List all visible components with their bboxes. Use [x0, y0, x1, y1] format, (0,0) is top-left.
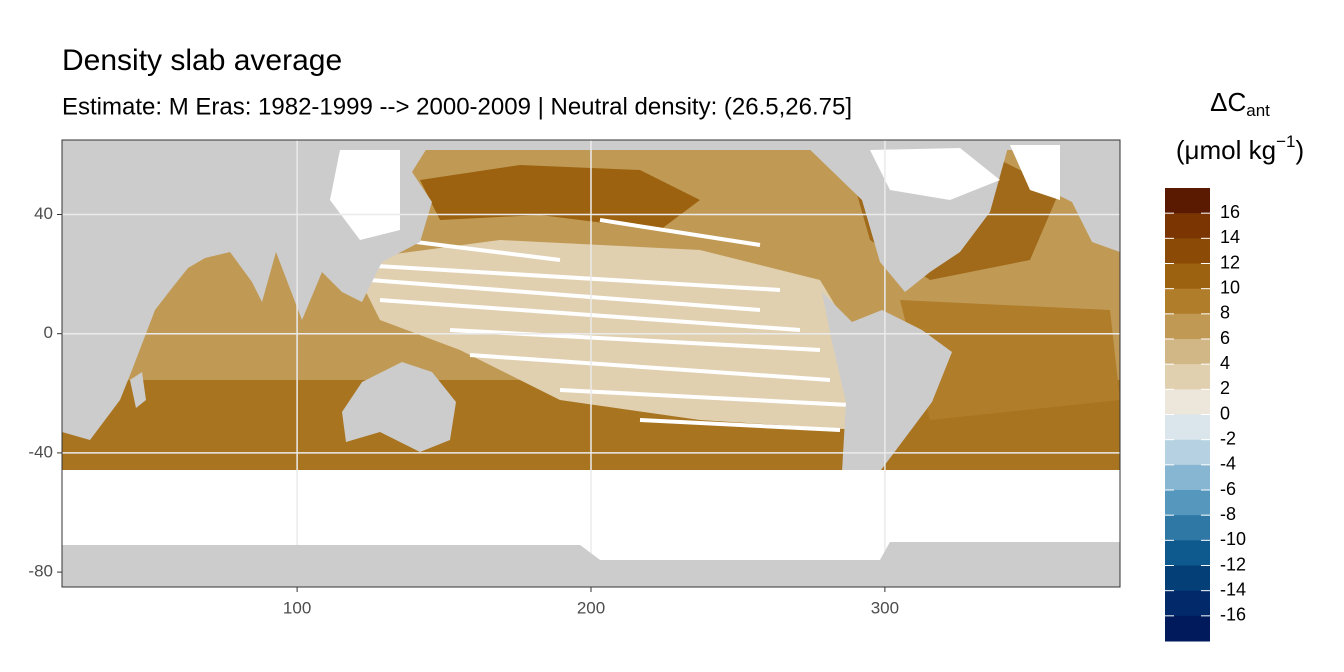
legend-label: -16 [1220, 605, 1246, 625]
legend-label: -2 [1220, 428, 1236, 448]
x-tick-label: 200 [577, 598, 605, 617]
legend-swatch [1165, 590, 1210, 617]
legend-label: 8 [1220, 303, 1230, 323]
chart-title: Density slab average [62, 44, 342, 77]
legend-label: -14 [1220, 579, 1246, 599]
legend-swatch [1165, 540, 1210, 566]
y-tick-label: -80 [28, 562, 53, 581]
legend-label: -8 [1220, 504, 1236, 524]
legend-unit: (μmol kg−1) [1176, 132, 1304, 164]
map [61, 139, 1121, 588]
legend-label: -6 [1220, 479, 1236, 499]
legend-label: 14 [1220, 227, 1240, 247]
y-tick-label: -40 [28, 442, 53, 461]
legend-unit-main: (μmol kg [1176, 135, 1276, 165]
legend-label: 4 [1220, 353, 1230, 373]
legend-title-main: ΔC [1210, 87, 1246, 117]
ocean-field [900, 300, 1120, 420]
legend-label: -10 [1220, 529, 1246, 549]
y-tick-label: 40 [34, 204, 53, 223]
legend-swatch [1165, 439, 1210, 466]
legend-title-sub: ant [1246, 101, 1270, 120]
legend-unit-sup: −1 [1276, 132, 1295, 151]
legend-label: 6 [1220, 328, 1230, 348]
legend-swatch [1165, 238, 1210, 264]
legend-label: -12 [1220, 554, 1246, 574]
legend-unit-end: ) [1295, 135, 1304, 165]
legend-label: 16 [1220, 202, 1240, 222]
legend-swatch [1165, 288, 1210, 315]
legend-label: 12 [1220, 252, 1240, 272]
legend-swatch [1165, 464, 1210, 491]
legend-swatch [1165, 313, 1210, 340]
data-gaps [359, 218, 851, 432]
legend-title: ΔCant [1210, 87, 1270, 121]
chart-subtitle: Estimate: M Eras: 1982-1999 --> 2000-200… [62, 93, 852, 120]
legend-swatch [1165, 515, 1210, 541]
legend-swatch [1165, 615, 1210, 642]
land [62, 542, 1120, 587]
legend-swatch [1165, 490, 1210, 516]
x-tick-label: 300 [871, 598, 899, 617]
legend-swatch [1165, 339, 1210, 365]
legend-swatch [1165, 414, 1210, 441]
legend: 16 14 12 10 8 6 4 2 0 -2 -4 -6 -8 -10 -12 -14 -16 [1165, 188, 1246, 642]
legend-label: 0 [1220, 403, 1230, 423]
legend-swatch [1165, 213, 1210, 239]
legend-label: 10 [1220, 277, 1240, 297]
x-tick-label: 100 [283, 598, 311, 617]
y-tick-label: 0 [44, 323, 53, 342]
legend-swatch [1165, 565, 1210, 592]
legend-swatch [1165, 389, 1210, 415]
legend-label: -4 [1220, 454, 1236, 474]
legend-label: 2 [1220, 378, 1230, 398]
legend-swatch [1165, 188, 1210, 214]
legend-swatch [1165, 364, 1210, 390]
legend-swatch [1165, 263, 1210, 290]
